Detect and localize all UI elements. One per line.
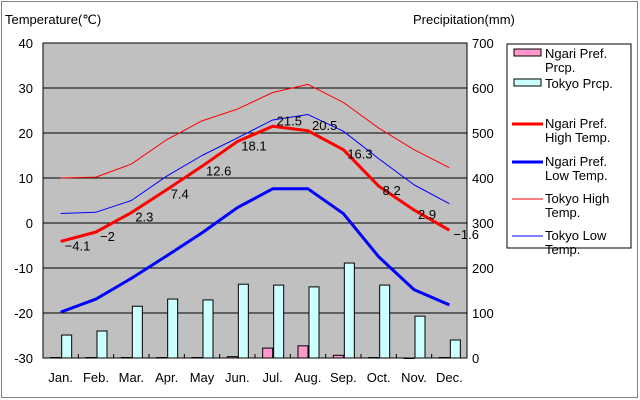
right-tick-label: 200 [472,261,494,276]
x-tick-label: Oct. [367,370,391,385]
x-tick-label: Mar. [119,370,144,385]
temp-data-label: −1.6 [453,227,479,242]
precip-bar [131,305,143,359]
temp-data-label: 7.4 [171,187,189,202]
legend-swatch [513,48,542,57]
precip-bar [50,357,62,359]
left-tick-label: 0 [26,216,33,231]
precip-bar [343,262,355,359]
x-tick-label: Apr. [155,370,178,385]
temp-data-label: 2.3 [135,210,153,225]
precip-bar [379,284,391,359]
x-tick-label: Aug. [295,370,322,385]
left-tick-label: -10 [14,261,33,276]
x-tick-label: Sep. [330,370,357,385]
right-tick-label: 600 [472,81,494,96]
precip-bar [237,283,249,359]
temp-line [60,114,450,215]
x-tick-label: May [190,370,215,385]
precip-bar [202,299,214,359]
legend-label: Tokyo High [545,191,609,206]
precip-bar [368,357,380,359]
right-tick-label: 500 [472,126,494,141]
left-tick-label: 40 [19,36,33,51]
precip-bar [332,354,344,359]
x-tick-label: Nov. [401,370,427,385]
precip-bar [167,298,179,359]
legend-label: Temp. [545,242,580,257]
left-tick-label: 20 [19,126,33,141]
legend-label: Tokyo Prcp. [545,76,613,91]
legend-box [506,43,632,249]
legend-label: Ngari Pref. [545,154,607,169]
precip-bar [191,357,203,359]
precip-bar [156,357,168,359]
left-tick-label: -20 [14,306,33,321]
legend-label: Prcp. [545,60,575,75]
left-tick-label: 30 [19,81,33,96]
temp-line [60,83,450,179]
temp-data-label: −4.1 [65,238,91,253]
right-tick-label: 400 [472,171,494,186]
precip-bar [120,357,132,359]
precip-bar [403,357,415,359]
left-tick-label: 10 [19,171,33,186]
precip-bar [297,345,309,359]
precip-bar [273,284,285,359]
precip-bar [262,347,274,359]
precip-bar [438,357,450,359]
legend-label: Low Temp. [545,168,608,183]
precip-bar [414,315,426,359]
x-tick-label: Jul. [263,370,283,385]
temp-data-label: 20.5 [312,118,337,133]
x-tick-label: Jun. [225,370,250,385]
x-tick-label: Feb. [83,370,109,385]
precip-bar [308,286,320,359]
legend-swatch [513,78,542,87]
right-tick-label: 300 [472,216,494,231]
left-axis-title: Temperature(℃) [5,12,101,27]
legend-label: Tokyo Low [545,228,607,243]
temp-data-label: 21.5 [277,113,302,128]
legend-label: Ngari Pref. [545,116,607,131]
temp-data-label: 2.9 [418,207,436,222]
precip-bar [449,339,461,359]
temp-line [60,124,451,243]
x-tick-label: Dec. [436,370,463,385]
plot-area [43,43,467,358]
legend-label: High Temp. [545,130,611,145]
temp-data-label: 16.3 [347,147,372,162]
right-tick-label: 700 [472,36,494,51]
precip-bar [61,334,73,359]
legend-label: Temp. [545,205,580,220]
left-tick-label: -30 [14,351,33,366]
precip-bar [226,356,238,359]
legend-label: Ngari Pref. [545,46,607,61]
temp-line [60,187,450,314]
temp-data-label: 8.2 [383,183,401,198]
precip-bar [96,330,108,359]
right-tick-label: 0 [472,351,479,366]
temp-data-label: 18.1 [241,139,266,154]
temp-data-label: −2 [100,229,115,244]
x-tick-label: Jan. [48,370,73,385]
right-axis-title: Precipitation(mm) [413,12,515,27]
precip-bar [85,357,97,359]
temp-data-label: 12.6 [206,163,231,178]
right-tick-label: 100 [472,306,494,321]
